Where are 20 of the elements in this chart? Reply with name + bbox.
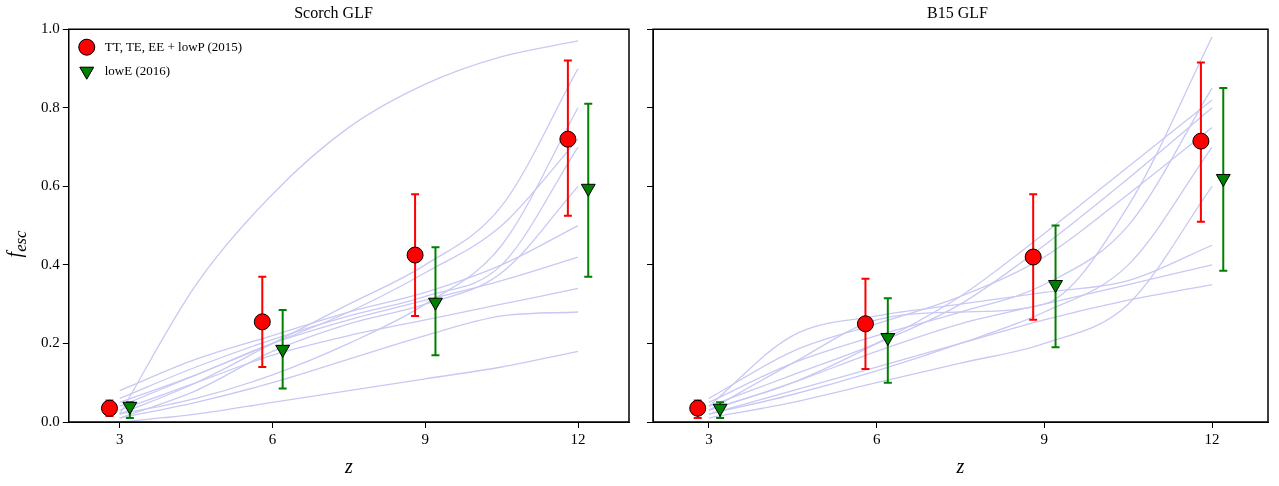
y-tick-label: 1.0: [41, 20, 60, 37]
x-tick-label: 12: [570, 430, 586, 447]
x-axis-title: z: [343, 455, 353, 478]
y-tick-label: 0.0: [41, 412, 60, 429]
x-tick-label: 6: [872, 430, 881, 447]
y-tick-label: 0.6: [41, 177, 61, 194]
y-tick-label: 0.4: [41, 255, 61, 272]
x-tick-label: 9: [421, 430, 430, 447]
legend-label: lowE (2016): [104, 62, 171, 78]
x-tick-label: 12: [1204, 430, 1220, 447]
y-tick-label: 0.2: [41, 334, 60, 351]
x-tick-label: 3: [705, 430, 713, 447]
chart-title: B15 GLF: [927, 3, 989, 21]
chart-title: Scorch GLF: [294, 3, 373, 21]
x-tick-label: 9: [1040, 430, 1049, 447]
legend-label: TT, TE, EE + lowP (2015): [104, 38, 243, 54]
x-axis-title: z: [955, 455, 965, 478]
x-tick-label: 6: [268, 430, 277, 447]
x-tick-label: 3: [115, 430, 124, 447]
y-tick-label: 0.8: [41, 98, 60, 115]
